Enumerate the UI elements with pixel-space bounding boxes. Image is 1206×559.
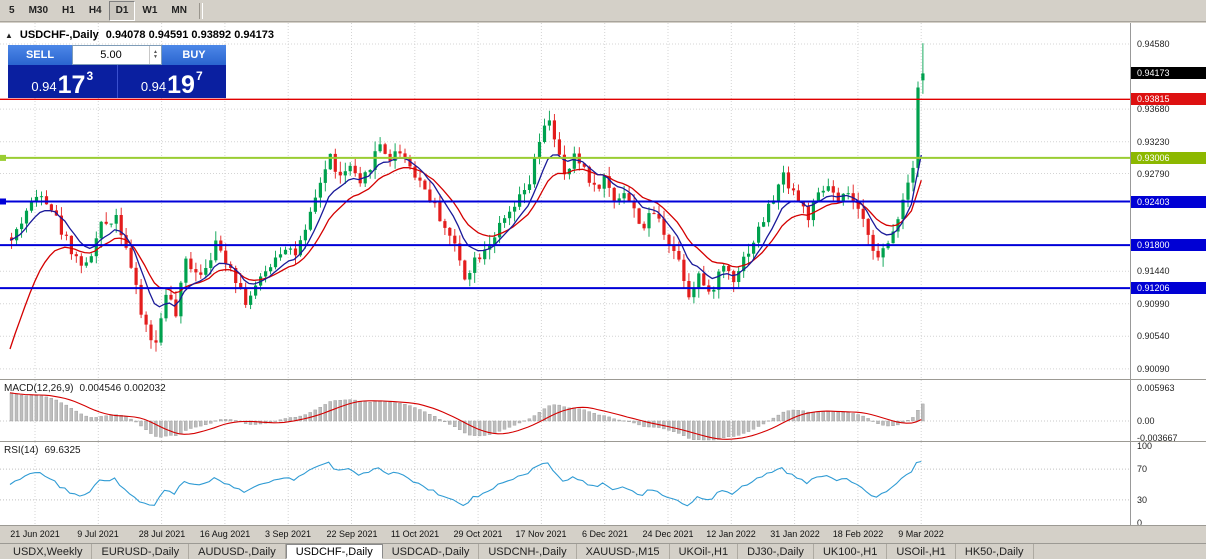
volume-spinner[interactable]: ▲ ▼ [149, 46, 161, 64]
price-marker-blue: 0.92403 [1131, 196, 1206, 208]
macd-scale-label: 0.00 [1137, 416, 1155, 426]
buy-button[interactable]: BUY [162, 45, 226, 65]
price-marker-blue: 0.91206 [1131, 282, 1206, 294]
price-scale-label: 0.93680 [1137, 104, 1170, 114]
tab-uk100-h1[interactable]: UK100-,H1 [814, 544, 888, 559]
timeframe-button-d1[interactable]: D1 [108, 0, 136, 21]
timeframe-button-5[interactable]: 5 [9, 5, 15, 16]
buy-price-pip: 7 [195, 69, 203, 83]
price-scale-label: 0.90990 [1137, 299, 1170, 309]
tab-usdchf-daily[interactable]: USDCHF-,Daily [285, 544, 383, 559]
volume-input[interactable]: 5.00 ▲ ▼ [72, 45, 162, 65]
tab-eurusd-daily[interactable]: EURUSD-,Daily [92, 544, 190, 559]
sell-price-base: 0.94 [31, 79, 57, 94]
price-chart-panel[interactable]: ▲ USDCHF-,Daily 0.94078 0.94591 0.93892 … [0, 23, 1130, 379]
time-axis-label: 9 Jul 2021 [77, 529, 119, 539]
timeframe-button-w1[interactable]: W1 [142, 5, 158, 16]
timeframe-button-h4[interactable]: H4 [88, 5, 102, 16]
price-scale-label: 0.90540 [1137, 331, 1170, 341]
sell-price-big: 17 [57, 70, 86, 99]
price-scale-label: 0.94580 [1137, 39, 1170, 49]
time-axis-label: 6 Dec 2021 [581, 529, 629, 539]
tab-ukoil-h1[interactable]: UKOil-,H1 [670, 544, 739, 559]
rsi-panel[interactable]: RSI(14) 69.6325 [0, 442, 1130, 525]
one-click-trade-panel: SELL 5.00 ▲ ▼ BUY 0.94 17 3 0.94 [8, 45, 226, 98]
volume-value: 5.00 [100, 49, 122, 61]
macd-values: 0.004546 0.002032 [79, 383, 166, 394]
macd-chart [0, 380, 1130, 441]
price-scale[interactable]: 0.94580 0.94173 0.93815 0.93680 0.93230 0.930… [1130, 23, 1206, 528]
panel-separator[interactable] [0, 379, 1206, 380]
macd-panel[interactable]: MACD(12,26,9) 0.004546 0.002032 [0, 380, 1130, 441]
price-marker-red: 0.93815 [1131, 93, 1206, 105]
tab-hk50-daily[interactable]: HK50-,Daily [956, 544, 1034, 559]
time-axis-label: 31 Jan 2022 [770, 529, 820, 539]
time-axis-label: 17 Nov 2021 [515, 529, 567, 539]
price-marker-current: 0.94173 [1131, 67, 1206, 79]
candlestick-chart [0, 23, 1130, 379]
tab-usdcad-daily[interactable]: USDCAD-,Daily [383, 544, 480, 559]
rsi-chart [0, 442, 1130, 525]
spinner-down-icon[interactable]: ▼ [153, 54, 158, 60]
macd-scale-label: -0.003667 [1137, 433, 1178, 443]
rsi-scale-label: 100 [1137, 441, 1153, 451]
timeframe-button-mn[interactable]: MN [171, 5, 187, 16]
tab-usoil-h1[interactable]: USOil-,H1 [887, 544, 956, 559]
chart-symbol-label: USDCHF-,Daily [19, 29, 99, 41]
time-axis-label: 3 Sep 2021 [264, 529, 312, 539]
price-scale-label: 0.91440 [1137, 266, 1170, 276]
tab-audusd-daily[interactable]: AUDUSD-,Daily [189, 544, 286, 559]
time-axis-label: 24 Dec 2021 [642, 529, 694, 539]
time-axis-label: 18 Feb 2022 [832, 529, 884, 539]
timeframe-toolbar: 5 M30 H1 H4 D1 W1 MN [0, 0, 1206, 22]
price-marker-blue: 0.91800 [1131, 239, 1206, 251]
rsi-label: RSI(14) [4, 445, 39, 456]
buy-price-big: 19 [167, 70, 195, 99]
toolbar-separator [198, 2, 203, 19]
one-click-collapse-icon[interactable]: ▲ [5, 30, 13, 40]
tab-xauusd-m15[interactable]: XAUUSD-,M15 [577, 544, 670, 559]
macd-label: MACD(12,26,9) [4, 383, 74, 394]
time-axis-label: 29 Oct 2021 [453, 529, 503, 539]
rsi-indicator-label: RSI(14) 69.6325 [4, 445, 81, 456]
sell-button[interactable]: SELL [8, 45, 72, 65]
time-axis-label: 22 Sep 2021 [326, 529, 378, 539]
chart-title: ▲ USDCHF-,Daily 0.94078 0.94591 0.93892 … [5, 29, 274, 41]
price-scale-label: 0.93230 [1137, 137, 1170, 147]
rsi-value: 69.6325 [44, 445, 81, 456]
time-axis[interactable]: 21 Jun 2021 9 Jul 2021 28 Jul 2021 16 Aug 2… [0, 526, 1206, 543]
price-scale-label: 0.90090 [1137, 364, 1170, 374]
time-axis-label: 28 Jul 2021 [138, 529, 186, 539]
tab-usdcnh-daily[interactable]: USDCNH-,Daily [479, 544, 577, 559]
price-marker-green: 0.93006 [1131, 152, 1206, 164]
chart-ohlc-values: 0.94078 0.94591 0.93892 0.94173 [105, 29, 274, 41]
sell-price-pip: 3 [86, 69, 94, 83]
panel-separator[interactable] [0, 525, 1206, 526]
time-axis-label: 21 Jun 2021 [10, 529, 60, 539]
chart-tabs: USDX,Weekly EURUSD-,Daily AUDUSD-,Daily USD… [0, 543, 1206, 559]
timeframe-button-h1[interactable]: H1 [62, 5, 75, 16]
sell-price[interactable]: 0.94 17 3 [8, 65, 118, 98]
tab-usdx-weekly[interactable]: USDX,Weekly [4, 544, 93, 559]
buy-price-base: 0.94 [140, 79, 167, 94]
price-scale-label: 0.92790 [1137, 169, 1170, 179]
spinner-up-icon[interactable]: ▲ [153, 49, 158, 55]
macd-indicator-label: MACD(12,26,9) 0.004546 0.002032 [4, 383, 166, 394]
time-axis-label: 11 Oct 2021 [390, 529, 440, 539]
time-axis-label: 16 Aug 2021 [199, 529, 251, 539]
rsi-scale-label: 0 [1137, 518, 1143, 528]
macd-scale-label: 0.005963 [1137, 383, 1175, 393]
buy-price[interactable]: 0.94 19 7 [117, 65, 226, 99]
tab-dj30-daily[interactable]: DJ30-,Daily [738, 544, 814, 559]
timeframe-button-m30[interactable]: M30 [28, 5, 49, 16]
panel-separator[interactable] [0, 441, 1206, 442]
time-axis-label: 12 Jan 2022 [706, 529, 756, 539]
time-axis-label: 9 Mar 2022 [898, 529, 944, 539]
rsi-scale-label: 30 [1137, 495, 1148, 505]
rsi-scale-label: 70 [1137, 464, 1148, 474]
